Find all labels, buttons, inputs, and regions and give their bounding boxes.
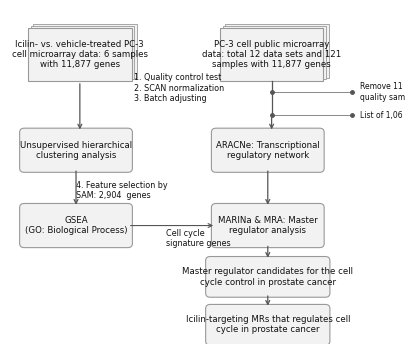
Text: PC-3 cell public microarray
data: total 12 data sets and 121
samples with 11,877: PC-3 cell public microarray data: total … xyxy=(202,40,341,69)
Text: List of 1,06: List of 1,06 xyxy=(360,110,402,119)
FancyBboxPatch shape xyxy=(33,24,137,78)
FancyBboxPatch shape xyxy=(223,26,326,79)
FancyBboxPatch shape xyxy=(211,204,324,248)
Text: ARACNe: Transcriptional
regulatory network: ARACNe: Transcriptional regulatory netwo… xyxy=(216,140,320,160)
Text: MARINa & MRA: Master
regulator analysis: MARINa & MRA: Master regulator analysis xyxy=(218,216,318,235)
Text: GSEA
(GO: Biological Process): GSEA (GO: Biological Process) xyxy=(25,216,127,235)
FancyBboxPatch shape xyxy=(206,304,330,345)
FancyBboxPatch shape xyxy=(20,204,133,248)
FancyBboxPatch shape xyxy=(225,24,329,78)
FancyBboxPatch shape xyxy=(28,28,132,81)
FancyBboxPatch shape xyxy=(31,26,134,79)
Text: Icilin-targeting MRs that regulates cell
cycle in prostate cancer: Icilin-targeting MRs that regulates cell… xyxy=(185,315,350,335)
FancyBboxPatch shape xyxy=(220,28,323,81)
Text: 4. Feature selection by
SAM: 2,904  genes: 4. Feature selection by SAM: 2,904 genes xyxy=(76,181,168,200)
FancyBboxPatch shape xyxy=(206,257,330,297)
Text: Icilin- vs. vehicle-treated PC-3
cell microarray data: 6 samples
with 11,877 gen: Icilin- vs. vehicle-treated PC-3 cell mi… xyxy=(12,40,148,69)
Text: Cell cycle
signature genes: Cell cycle signature genes xyxy=(166,229,231,248)
Text: Remove 11
quality sam: Remove 11 quality sam xyxy=(360,82,405,102)
Text: Unsupervised hierarchical
clustering analysis: Unsupervised hierarchical clustering ana… xyxy=(20,140,132,160)
FancyBboxPatch shape xyxy=(20,128,133,172)
FancyBboxPatch shape xyxy=(211,128,324,172)
Text: 1. Quality control test
2. SCAN normalization
3. Batch adjusting: 1. Quality control test 2. SCAN normaliz… xyxy=(133,73,224,103)
Text: Master regulator candidates for the cell
cycle control in prostate cancer: Master regulator candidates for the cell… xyxy=(182,267,353,287)
